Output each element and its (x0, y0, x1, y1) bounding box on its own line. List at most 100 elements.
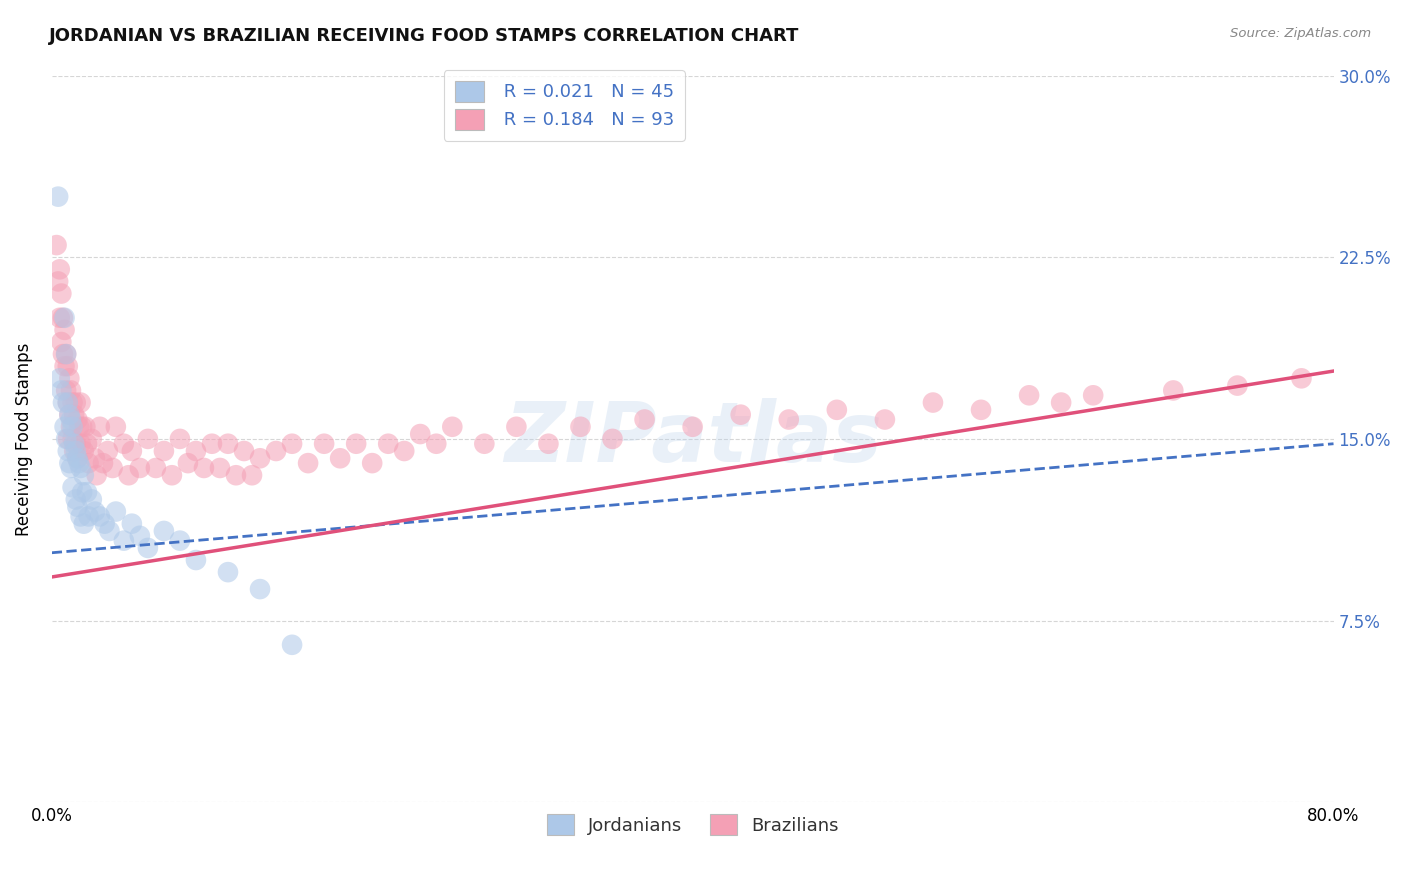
Point (825, 402, 848, 417)
Point (62, 419, 84, 434)
Point (76, 485, 98, 500)
Point (53, 419, 76, 434)
Point (922, 395, 945, 409)
Point (569, 419, 592, 434)
Point (249, 451, 271, 466)
Point (409, 427, 432, 442)
Point (970, 402, 993, 417)
Point (297, 456, 319, 470)
Point (344, 436, 367, 450)
Point (65, 436, 87, 450)
Point (63, 444, 86, 458)
Point (69, 461, 91, 475)
Point (66, 412, 89, 426)
Point (49, 310, 72, 325)
Point (51, 334, 73, 349)
Point (217, 565, 239, 579)
Point (169, 533, 191, 548)
Point (58, 456, 80, 470)
Point (55, 347, 77, 361)
Point (93, 516, 115, 531)
Point (53, 323, 76, 337)
Point (233, 444, 256, 458)
Point (184, 444, 207, 458)
Point (394, 444, 416, 458)
Point (329, 451, 352, 466)
Point (51, 384, 73, 398)
Point (361, 456, 384, 470)
Point (59, 419, 82, 434)
Point (1083, 388, 1105, 402)
Point (505, 419, 527, 434)
Point (56, 432, 79, 446)
Point (121, 516, 143, 531)
Point (46, 189, 69, 203)
Point (62, 395, 84, 409)
Point (1226, 378, 1249, 392)
Point (45, 238, 67, 252)
Point (73, 516, 96, 531)
Point (51, 286, 73, 301)
Point (153, 524, 176, 538)
Point (98, 524, 121, 538)
Point (86, 468, 108, 483)
Point (633, 412, 655, 426)
Point (56, 395, 79, 409)
Point (49, 371, 72, 385)
Point (160, 468, 183, 483)
Point (73, 468, 96, 483)
Point (121, 444, 143, 458)
Point (873, 412, 896, 426)
Point (145, 461, 167, 475)
Point (249, 582, 271, 596)
Point (69, 395, 91, 409)
Point (65, 492, 87, 507)
Point (55, 384, 77, 398)
Point (1161, 384, 1184, 398)
Point (73, 444, 96, 458)
Point (101, 461, 124, 475)
Point (193, 461, 215, 475)
Point (602, 432, 624, 446)
Point (682, 419, 704, 434)
Point (52, 310, 75, 325)
Point (377, 436, 399, 450)
Point (77, 509, 100, 524)
Point (136, 432, 159, 446)
Point (89, 419, 111, 434)
Point (217, 436, 239, 450)
Point (52, 395, 75, 409)
Point (97, 444, 120, 458)
Point (112, 436, 135, 450)
Point (472, 436, 495, 450)
Point (91, 456, 114, 470)
Point (66, 451, 89, 466)
Point (67, 456, 90, 470)
Point (314, 436, 336, 450)
Text: JORDANIAN VS BRAZILIAN RECEIVING FOOD STAMPS CORRELATION CHART: JORDANIAN VS BRAZILIAN RECEIVING FOOD ST… (49, 27, 800, 45)
Point (730, 408, 752, 422)
Point (201, 436, 224, 450)
Point (208, 461, 231, 475)
Point (70, 419, 93, 434)
Point (66, 500, 89, 514)
Point (76, 436, 98, 450)
Point (55, 347, 77, 361)
Point (425, 436, 447, 450)
Point (136, 541, 159, 555)
Point (80, 492, 103, 507)
Legend: Jordanians, Brazilians: Jordanians, Brazilians (537, 805, 848, 844)
Point (70, 485, 93, 500)
Point (1050, 395, 1073, 409)
Point (80, 432, 103, 446)
Point (53, 310, 76, 325)
Point (104, 505, 127, 519)
Point (104, 419, 127, 434)
Point (84, 505, 107, 519)
Point (59, 384, 82, 398)
Point (77, 456, 100, 470)
Point (56, 444, 79, 458)
Point (153, 444, 176, 458)
Point (65, 395, 87, 409)
Point (778, 412, 800, 426)
